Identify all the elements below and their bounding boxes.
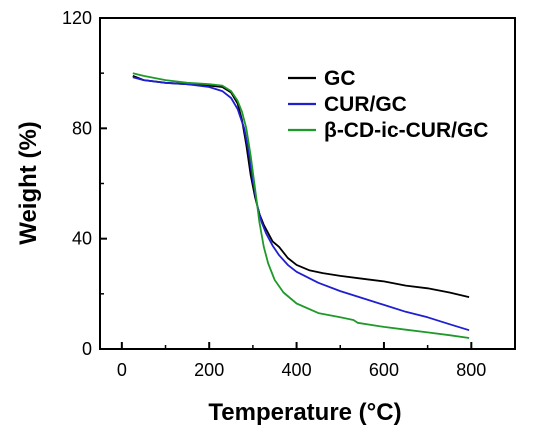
plot-frame <box>99 17 516 350</box>
legend-label: CUR/GC <box>324 93 407 116</box>
x-tick-label: 800 <box>456 360 486 380</box>
series-line-1 <box>132 76 470 332</box>
x-ticks: 0 200 400 600 800 <box>117 342 486 380</box>
plot-lines <box>132 72 470 339</box>
y-tick-label: 40 <box>72 229 92 249</box>
y-tick-label: 120 <box>62 8 92 28</box>
x-tick-label: 400 <box>282 360 312 380</box>
x-axis-title: Temperature (°C) <box>208 399 401 426</box>
y-tick-label: 80 <box>72 118 92 138</box>
y-ticks: 0 40 80 120 <box>62 8 107 359</box>
series-line-0 <box>132 75 470 298</box>
y-tick-label: 0 <box>82 339 92 359</box>
x-tick-label: 0 <box>117 360 127 380</box>
legend: GC CUR/GC β-CD-ic-CUR/GC <box>288 67 488 142</box>
y-axis-title: Weight (%) <box>15 121 42 245</box>
x-tick-label: 200 <box>194 360 224 380</box>
legend-label: GC <box>324 67 356 90</box>
x-tick-label: 600 <box>369 360 399 380</box>
legend-label: β-CD-ic-CUR/GC <box>324 119 488 142</box>
axes: 0 200 400 600 800 0 40 80 120 <box>62 8 516 380</box>
series-line-2 <box>132 72 470 339</box>
